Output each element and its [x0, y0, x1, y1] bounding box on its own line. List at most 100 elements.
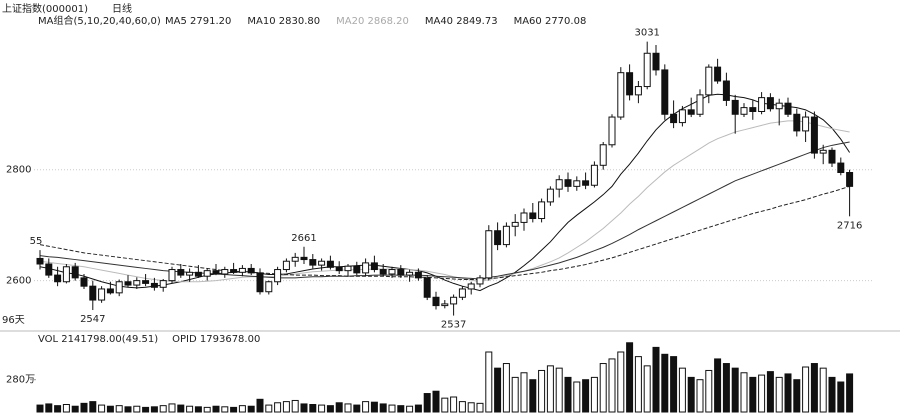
volume-bar: [476, 402, 484, 413]
volume-bar: [564, 376, 572, 413]
volume-bar: [300, 403, 308, 413]
volume-bar: [318, 404, 326, 413]
volume-bar: [71, 405, 79, 413]
candle-body: [678, 109, 686, 124]
candle-body: [819, 149, 827, 154]
candle-body: [520, 212, 528, 223]
candle-body: [590, 164, 598, 186]
candle-body: [476, 277, 484, 285]
candle-body: [291, 256, 299, 262]
volume-bar: [406, 405, 414, 413]
candle-body: [846, 172, 854, 187]
volume-bar: [546, 365, 554, 413]
volume-bar: [740, 372, 748, 413]
volume-bar: [714, 358, 722, 413]
candle-body: [300, 256, 308, 261]
volume-bar: [520, 372, 528, 413]
volume-bar: [274, 402, 282, 413]
volume-bar: [529, 379, 537, 413]
volume-bar: [379, 403, 387, 413]
volume-tick-label: 280万: [6, 375, 35, 386]
volume-bar: [89, 401, 97, 413]
candle-body: [221, 269, 229, 275]
candle-body: [740, 107, 748, 115]
ma-line: [39, 185, 850, 281]
candle-body: [714, 66, 722, 82]
candle-body: [54, 274, 62, 283]
volume-bar: [766, 371, 774, 413]
candle-body: [238, 267, 246, 273]
volume-bar: [115, 405, 123, 413]
candle-body: [98, 288, 106, 301]
candle-body: [458, 288, 466, 298]
ma-line: [39, 120, 850, 283]
volume-bar: [414, 404, 422, 413]
volume-bar: [678, 367, 686, 413]
candle-body: [652, 52, 660, 71]
candle-body: [326, 260, 334, 268]
ma-readout: MA40 2849.73: [425, 16, 498, 27]
candle-body: [784, 102, 792, 115]
volume-bar: [555, 367, 563, 413]
candle-body: [133, 280, 141, 286]
volume-bar: [722, 363, 730, 413]
candle-body: [71, 266, 79, 279]
volume-bar: [344, 403, 352, 413]
candle-body: [106, 288, 114, 294]
volume-bar: [784, 373, 792, 413]
candle-body: [124, 281, 132, 286]
candle-body: [370, 262, 378, 271]
candle-body: [274, 269, 282, 283]
volume-bar: [247, 405, 255, 413]
candle-body: [414, 271, 422, 279]
volume-bar: [494, 367, 502, 413]
candle-body: [177, 269, 185, 276]
extreme-annotation: 2537: [441, 320, 466, 331]
candle-body: [256, 272, 264, 293]
candle-body: [397, 269, 405, 276]
volume-bar: [62, 404, 70, 413]
candle-body: [441, 303, 449, 307]
volume-bar: [749, 376, 757, 413]
volume-bar: [687, 376, 695, 413]
volume-bar: [203, 406, 211, 413]
extreme-annotation: 2661: [291, 233, 316, 244]
volume-bar: [133, 405, 141, 413]
volume-bar: [326, 405, 334, 413]
volume-bar: [846, 373, 854, 413]
volume-bar: [194, 406, 202, 413]
candle-body: [212, 270, 220, 275]
candle-body: [344, 265, 352, 272]
ma-line: [39, 141, 850, 280]
volume-bar: [230, 406, 238, 413]
candle-body: [793, 113, 801, 132]
volume-bar: [98, 404, 106, 413]
candle-body: [388, 269, 396, 275]
candle-body: [564, 179, 572, 187]
candle-body: [265, 281, 273, 293]
volume-bar: [705, 369, 713, 413]
candle-body: [546, 188, 554, 203]
extreme-annotation: 2716: [837, 220, 862, 231]
candle-body: [45, 263, 53, 276]
volume-bar: [362, 401, 370, 413]
volume-bar: [291, 399, 299, 413]
period: 日线: [112, 2, 132, 15]
candle-body: [450, 296, 458, 305]
volume-bar: [265, 404, 273, 413]
candle-body: [810, 116, 818, 154]
volume-bar: [221, 406, 229, 413]
volume-bar: [793, 379, 801, 413]
candle-body: [626, 72, 634, 96]
candle-body: [203, 270, 211, 277]
candle-body: [687, 109, 695, 115]
volume-bar: [538, 369, 546, 413]
volume-bar: [802, 366, 810, 413]
candle-body: [335, 266, 343, 272]
candle-body: [142, 280, 150, 284]
volume-bar: [731, 367, 739, 413]
candle-body: [705, 66, 713, 96]
candle-body: [538, 201, 546, 220]
volume-bar: [106, 405, 114, 413]
volume-bar: [423, 393, 431, 413]
